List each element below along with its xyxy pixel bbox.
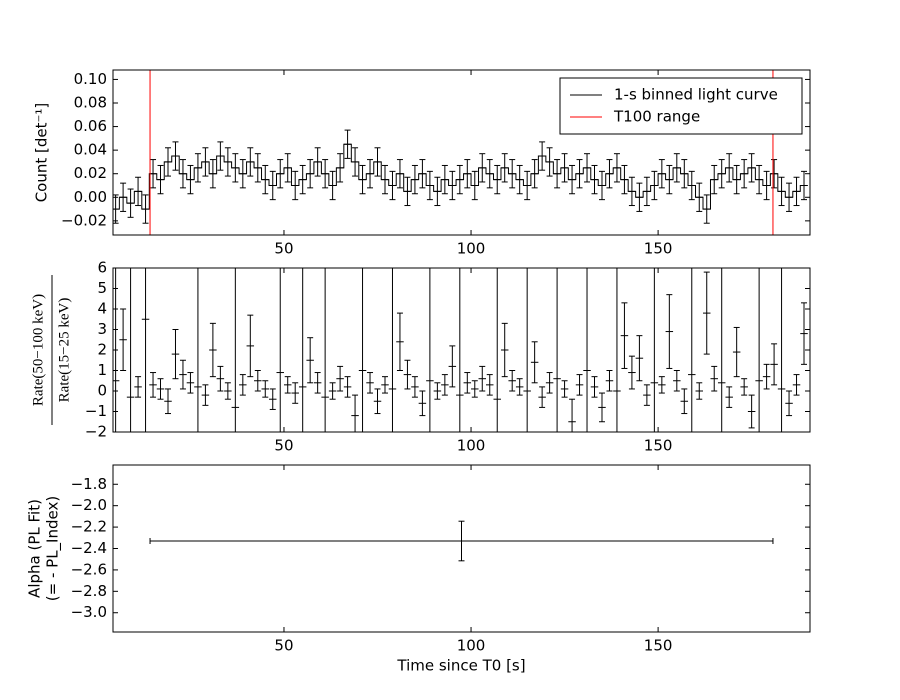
x-tick-label: 100: [457, 637, 486, 655]
x-tick-label: 100: [457, 240, 486, 258]
x-tick-label: 150: [644, 437, 673, 455]
y-tick-label: 0.00: [74, 188, 107, 206]
y-tick-label: −3.0: [71, 603, 107, 621]
y-axis-label: Alpha (PL Fit): [26, 499, 44, 598]
y-tick-label: 0: [97, 382, 107, 400]
y-tick-label: −2.2: [71, 518, 107, 536]
y-tick-label: −2.0: [71, 496, 107, 514]
plot-area: [113, 70, 808, 235]
legend-label: T100 range: [613, 108, 700, 126]
y-tick-label: −0.02: [61, 211, 107, 229]
x-axis-label: Time since T0 [s]: [396, 657, 525, 675]
y-axis-label: (= - PL_Index): [44, 496, 63, 601]
y-label-denominator: Rate(15−25 keV): [56, 298, 72, 403]
y-tick-label: −2.6: [71, 560, 107, 578]
y-tick-label: −1.8: [71, 475, 107, 493]
plot-area: [113, 268, 808, 432]
axes-frame: [112, 69, 811, 236]
y-tick-label: 1: [97, 361, 107, 379]
axes-frame: [112, 464, 811, 633]
x-tick-label: 100: [457, 437, 486, 455]
y-tick-label: −2.8: [71, 582, 107, 600]
y-tick-label: 0.06: [74, 117, 107, 135]
y-axis-label: Rate(50−100 keV) Rate(15−25 keV): [30, 275, 72, 425]
plot-area: [149, 520, 774, 562]
y-tick-label: 5: [97, 279, 107, 297]
legend-label: 1-s binned light curve: [614, 86, 778, 104]
x-tick-label: 50: [274, 637, 293, 655]
y-tick-label: 4: [97, 300, 107, 318]
y-tick-label: 2: [97, 341, 107, 359]
y-label-numerator: Rate(50−100 keV): [30, 294, 46, 406]
y-tick-label: 0.08: [74, 94, 107, 112]
y-tick-label: 0.02: [74, 164, 107, 182]
y-tick-label: 3: [97, 320, 107, 338]
y-tick-label: −2: [85, 423, 107, 441]
y-tick-label: −1: [85, 402, 107, 420]
legend-box: [559, 77, 803, 135]
y-axis-label: Count [det⁻¹]: [33, 103, 51, 203]
y-tick-label: −2.4: [71, 539, 107, 557]
x-tick-label: 50: [274, 240, 293, 258]
y-tick-label: 0.10: [74, 70, 107, 88]
x-tick-label: 150: [644, 240, 673, 258]
y-tick-label: 0.04: [74, 141, 107, 159]
x-tick-label: 50: [274, 437, 293, 455]
axes-frame: [112, 267, 811, 433]
y-tick-label: 6: [97, 259, 107, 277]
x-tick-label: 150: [644, 637, 673, 655]
